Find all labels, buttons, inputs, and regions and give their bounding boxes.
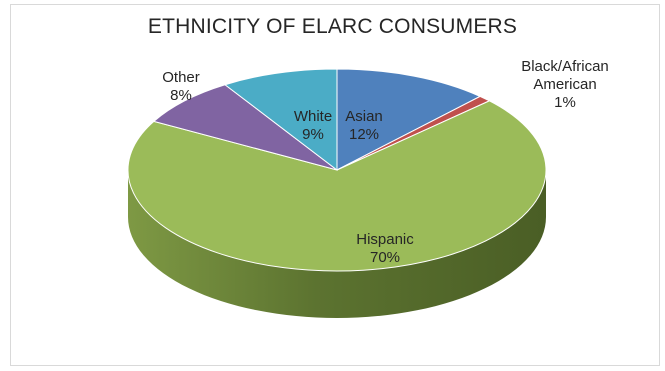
chart-title: ETHNICITY OF ELARC CONSUMERS bbox=[147, 15, 518, 38]
slice-label-black-african-american: Black/African American 1% bbox=[521, 58, 609, 111]
pie-slice-white bbox=[223, 68, 338, 172]
pie-sides bbox=[128, 170, 546, 318]
slice-label-asian: Asian 12% bbox=[345, 108, 383, 143]
pie-slice-hispanic bbox=[127, 100, 547, 272]
pie-slice-other bbox=[152, 84, 338, 171]
slice-label-hispanic: Hispanic 70% bbox=[356, 231, 414, 266]
pie-slices bbox=[127, 68, 547, 272]
pie-side-hispanic bbox=[128, 170, 546, 318]
pie-slice-asian bbox=[336, 68, 482, 171]
slice-label-other: Other 8% bbox=[162, 69, 200, 104]
slice-label-white: White 9% bbox=[294, 108, 332, 143]
pie-labels: Asian 12% Black/African American 1% Hispanic 7… bbox=[162, 58, 609, 266]
